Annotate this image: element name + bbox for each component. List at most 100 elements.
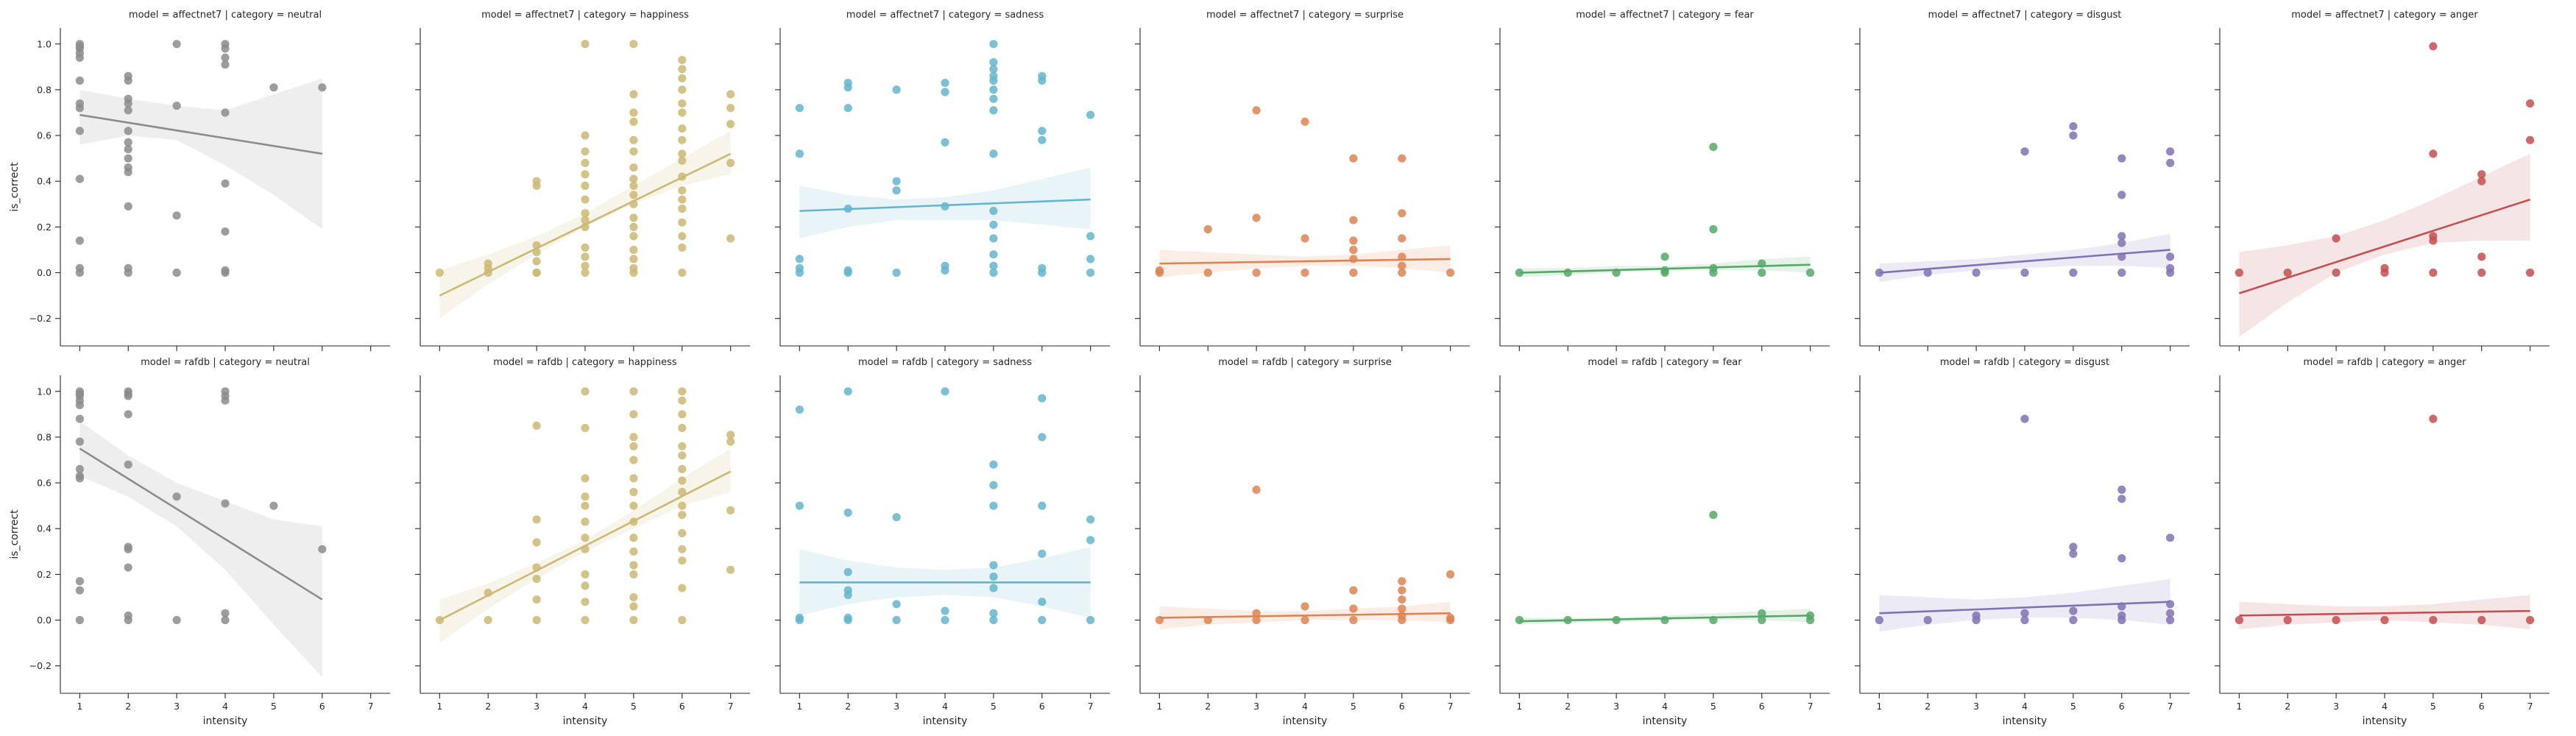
data-point	[1349, 586, 1358, 595]
data-point	[2166, 147, 2175, 156]
data-point	[892, 513, 901, 522]
data-point	[2526, 268, 2535, 277]
data-point	[989, 481, 998, 489]
x-tick-label: 6	[1039, 701, 1045, 712]
data-point	[221, 396, 230, 405]
data-point	[1252, 615, 1261, 625]
data-point	[989, 58, 998, 67]
data-point	[2117, 554, 2126, 563]
data-point	[269, 83, 278, 92]
data-point	[989, 76, 998, 85]
data-point	[2380, 615, 2389, 625]
x-tick-label: 5	[1710, 701, 1716, 712]
data-point	[1301, 117, 1309, 126]
data-point	[581, 131, 590, 140]
facet-panel: model = rafdb | category = disgust 1 2 3 4 5 6…	[1855, 357, 2190, 727]
data-point	[1709, 224, 1718, 234]
data-point	[989, 268, 998, 277]
data-point	[221, 499, 230, 508]
data-point	[1563, 268, 1572, 277]
x-tick-label: 1	[1876, 701, 1882, 712]
data-point	[1446, 570, 1455, 579]
data-point	[1349, 154, 1358, 163]
data-point	[1923, 615, 1932, 625]
data-point	[2020, 609, 2029, 618]
data-point	[2526, 99, 2535, 108]
data-point	[678, 528, 687, 538]
data-point	[1038, 394, 1047, 403]
x-tick-label: 3	[2333, 701, 2339, 712]
data-point	[1252, 268, 1261, 277]
data-point	[532, 177, 541, 185]
data-point	[581, 216, 590, 224]
data-point	[1252, 106, 1261, 115]
data-point	[678, 501, 687, 510]
facet-panel: model = rafdb | category = anger 1 2 3 4 5 6 7 i…	[2215, 357, 2550, 727]
data-point	[1398, 261, 1406, 270]
x-tick-label: 6	[679, 701, 685, 712]
data-point	[2020, 147, 2029, 156]
data-point	[1660, 252, 1669, 261]
x-tick-label: 5	[1351, 701, 1356, 712]
x-tick-label: 3	[534, 701, 539, 712]
data-point	[172, 211, 181, 220]
y-tick-label: −0.2	[29, 660, 52, 671]
data-point	[678, 218, 687, 227]
data-point	[629, 561, 638, 570]
data-point	[989, 65, 998, 74]
data-point	[629, 487, 638, 497]
regression-line	[1519, 615, 1811, 623]
data-point	[581, 581, 590, 590]
data-point	[172, 492, 181, 501]
x-tick-label: 4	[1302, 701, 1308, 712]
confidence-band	[79, 78, 322, 230]
data-point	[581, 492, 590, 501]
x-tick-label: 2	[485, 701, 491, 712]
data-point	[629, 592, 638, 602]
data-point	[1086, 536, 1095, 545]
facet-panel: model = rafdb | category = surprise 1 2 3 4 5…	[1135, 357, 1470, 727]
data-point	[221, 60, 230, 69]
data-point	[221, 615, 230, 625]
data-point	[75, 268, 84, 277]
data-point	[1155, 266, 1164, 275]
data-point	[2117, 191, 2126, 199]
x-tick-label: 4	[1662, 701, 1668, 712]
data-point	[629, 263, 638, 272]
regression-line	[2238, 198, 2531, 294]
data-point	[1038, 76, 1047, 85]
data-point	[75, 104, 84, 113]
y-tick-label: −0.2	[29, 313, 52, 324]
data-point	[629, 174, 638, 183]
data-point	[678, 387, 687, 396]
x-tick-label: 3	[174, 701, 180, 712]
data-point	[1398, 209, 1406, 218]
data-point	[795, 501, 804, 510]
data-point	[581, 615, 590, 625]
data-point	[124, 563, 132, 572]
panel-title: model = affectnet7 | category = fear	[1576, 10, 1754, 21]
data-point	[843, 590, 852, 600]
data-point	[2069, 615, 2078, 625]
data-point	[581, 209, 590, 218]
y-tick-label: 1.0	[37, 386, 52, 397]
data-point	[629, 191, 638, 199]
y-tick-label: 0.4	[37, 523, 52, 534]
data-point	[2429, 236, 2438, 245]
data-point	[1301, 234, 1309, 243]
x-axis-label: intensity	[1283, 715, 1328, 727]
data-point	[989, 501, 998, 510]
regression-line	[1879, 601, 2170, 615]
data-point	[678, 135, 687, 144]
data-point	[843, 567, 852, 576]
data-point	[484, 259, 492, 268]
data-point	[221, 108, 230, 117]
data-point	[678, 464, 687, 474]
x-tick-label: 1	[1156, 701, 1162, 712]
data-point	[795, 149, 804, 158]
x-axis-label: intensity	[563, 715, 608, 727]
data-point	[726, 234, 735, 243]
data-point	[1203, 268, 1212, 277]
panel-title: model = affectnet7 | category = neutral	[129, 10, 322, 21]
x-tick-label: 6	[1759, 701, 1765, 712]
